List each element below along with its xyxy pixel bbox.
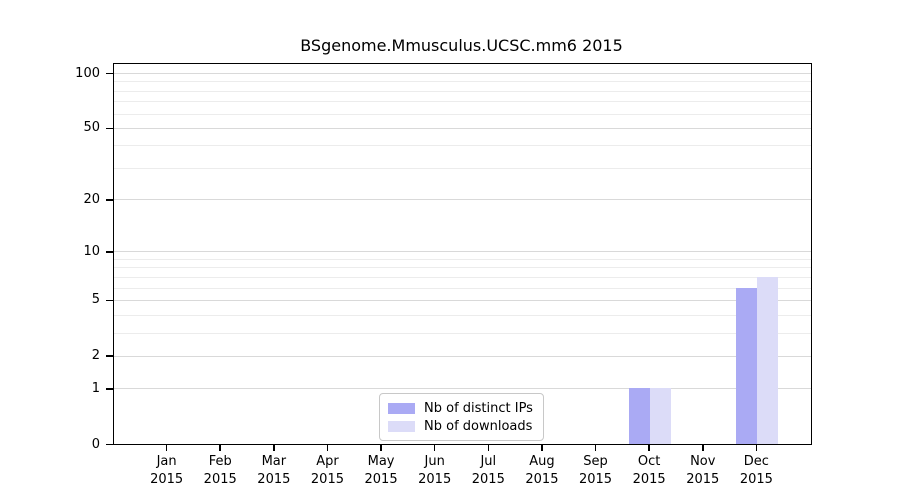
x-tick-mark — [701, 444, 704, 451]
x-tick-mark — [219, 444, 222, 451]
x-tick-label: Aug 2015 — [510, 453, 574, 489]
x-tick-mark — [594, 444, 597, 451]
x-tick-month: Aug — [529, 454, 555, 469]
x-tick-year: 2015 — [257, 472, 291, 487]
x-tick-month: Oct — [637, 454, 661, 469]
x-tick-mark — [433, 444, 436, 451]
minor-gridline — [114, 267, 811, 269]
x-tick-mark — [380, 444, 382, 451]
x-tick-month: May — [367, 454, 395, 469]
y-tick-mark — [106, 355, 113, 358]
y-tick-label: 50 — [83, 120, 100, 136]
bar-oct-distinct-ips — [629, 388, 651, 444]
x-tick-label: Oct 2015 — [617, 453, 681, 489]
y-tick-mark — [106, 127, 113, 130]
y-tick-label: 5 — [91, 292, 100, 308]
minor-gridline — [114, 287, 811, 289]
x-tick-mark — [755, 444, 758, 451]
x-tick-month: Apr — [316, 454, 339, 469]
minor-gridline — [114, 113, 811, 115]
x-tick-year: 2015 — [686, 472, 720, 487]
legend: Nb of distinct IPs Nb of downloads — [379, 393, 544, 441]
x-tick-year: 2015 — [471, 472, 505, 487]
x-tick-label: Sep 2015 — [564, 453, 628, 489]
major-gridline — [114, 73, 811, 75]
x-tick-label: Dec 2015 — [724, 453, 788, 489]
y-tick-mark — [106, 251, 113, 253]
minor-gridline — [114, 167, 811, 169]
minor-gridline — [114, 81, 811, 83]
x-tick-mark — [487, 444, 490, 451]
legend-item-distinct-ips: Nb of distinct IPs — [380, 401, 543, 416]
x-tick-label: May 2015 — [349, 453, 413, 489]
x-tick-month: Jul — [480, 454, 497, 469]
major-gridline — [114, 127, 811, 129]
y-tick-label: 20 — [83, 191, 100, 207]
legend-item-downloads: Nb of downloads — [380, 419, 543, 434]
y-tick-label: 10 — [83, 243, 100, 259]
bar-dec-distinct-ips — [736, 287, 758, 444]
x-tick-mark — [273, 444, 275, 451]
legend-label-distinct-ips: Nb of distinct IPs — [424, 400, 533, 416]
y-tick-mark — [106, 388, 113, 390]
x-tick-month: Jan — [156, 454, 177, 469]
legend-swatch-distinct-ips — [388, 402, 415, 414]
x-tick-label: Mar 2015 — [242, 453, 306, 489]
x-tick-label: Jun 2015 — [403, 453, 467, 489]
y-tick-label: 1 — [91, 380, 100, 396]
minor-gridline — [114, 145, 811, 147]
x-tick-mark — [326, 444, 329, 451]
x-tick-label: Jan 2015 — [135, 453, 199, 489]
minor-gridline — [114, 314, 811, 316]
y-tick-mark — [106, 443, 113, 446]
major-gridline — [114, 355, 811, 357]
x-tick-month: Jun — [424, 454, 445, 469]
minor-gridline — [114, 101, 811, 103]
major-gridline — [114, 199, 811, 201]
x-tick-month: Nov — [690, 454, 716, 469]
legend-swatch-downloads — [388, 420, 415, 432]
y-tick-label: 2 — [91, 348, 100, 364]
legend-label-downloads: Nb of downloads — [424, 418, 533, 434]
y-tick-mark — [106, 72, 113, 75]
x-tick-month: Mar — [261, 454, 287, 469]
major-gridline — [114, 251, 811, 253]
x-tick-year: 2015 — [364, 472, 398, 487]
chart-title: BSgenome.Mmusculus.UCSC.mm6 2015 — [300, 36, 623, 55]
x-tick-month: Feb — [208, 454, 232, 469]
x-tick-mark — [165, 444, 168, 451]
x-tick-year: 2015 — [418, 472, 452, 487]
x-tick-year: 2015 — [578, 472, 613, 487]
x-tick-year: 2015 — [310, 472, 344, 487]
x-tick-year: 2015 — [150, 472, 184, 487]
minor-gridline — [114, 276, 811, 278]
x-tick-label: Nov 2015 — [671, 453, 735, 489]
x-tick-month: Sep — [583, 454, 608, 469]
x-tick-year: 2015 — [739, 472, 773, 487]
y-tick-label: 100 — [75, 65, 100, 81]
x-tick-year: 2015 — [632, 472, 666, 487]
bar-dec-downloads — [757, 276, 779, 444]
major-gridline — [114, 299, 811, 301]
bar-oct-downloads — [650, 388, 672, 444]
x-tick-year: 2015 — [203, 472, 237, 487]
x-tick-label: Apr 2015 — [295, 453, 359, 489]
y-tick-mark — [106, 299, 113, 302]
x-tick-month: Dec — [743, 454, 769, 469]
y-tick-mark — [106, 199, 113, 201]
x-tick-mark — [648, 444, 650, 451]
x-tick-label: Feb 2015 — [188, 453, 252, 489]
plot-area: Nb of distinct IPs Nb of downloads — [113, 63, 812, 445]
y-tick-label: 0 — [91, 436, 100, 452]
minor-gridline — [114, 90, 811, 92]
major-gridline — [114, 388, 811, 390]
x-tick-label: Jul 2015 — [456, 453, 520, 489]
x-tick-year: 2015 — [525, 472, 559, 487]
minor-gridline — [114, 332, 811, 334]
minor-gridline — [114, 258, 811, 260]
x-tick-mark — [541, 444, 543, 451]
